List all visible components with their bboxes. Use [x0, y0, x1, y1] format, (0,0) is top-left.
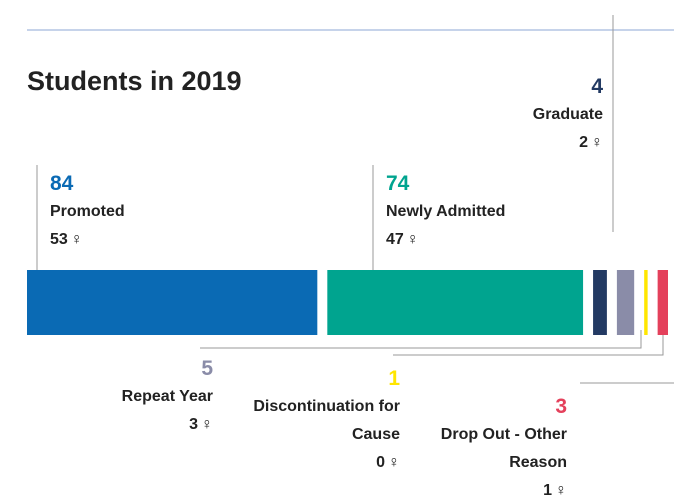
female-symbol: ♀: [555, 482, 567, 499]
female-value: 53: [50, 231, 68, 248]
female-symbol: ♀: [70, 231, 83, 248]
female-symbol: ♀: [406, 231, 419, 248]
value-label: 3: [555, 395, 567, 418]
value-label: 84: [50, 172, 74, 195]
leaders: [36, 15, 674, 384]
bar-segment: [593, 270, 607, 335]
female-count: 2 ♀: [453, 129, 603, 157]
bar-segment: [657, 270, 668, 335]
label: 1 Discontinuation for Cause 0 ♀: [240, 365, 400, 477]
category-label: Graduate: [532, 106, 603, 123]
label: 5 Repeat Year 3 ♀: [63, 355, 213, 439]
chart-title: Students in 2019: [27, 66, 242, 96]
female-count: 1 ♀: [417, 477, 567, 501]
female-count: 47 ♀: [386, 226, 606, 254]
female-value: 1: [543, 482, 552, 499]
female-value: 2: [579, 134, 588, 151]
bar-segment: [644, 270, 648, 335]
female-count: 0 ♀: [240, 449, 400, 477]
bar-segment: [616, 270, 635, 335]
label: 74 Newly Admitted 47 ♀: [386, 170, 606, 254]
female-count: 53 ♀: [50, 226, 250, 254]
female-symbol: ♀: [201, 416, 213, 433]
label: 84 Promoted 53 ♀: [50, 170, 250, 254]
label: 4 Graduate 2 ♀: [453, 73, 603, 157]
category-label: Repeat Year: [121, 388, 213, 405]
female-symbol: ♀: [591, 134, 603, 151]
label: 3 Drop Out - Other Reason 1 ♀: [417, 393, 567, 501]
category-label: Drop Out - Other Reason: [440, 426, 567, 471]
category-label: Promoted: [50, 203, 125, 220]
female-value: 47: [386, 231, 404, 248]
category-label: Newly Admitted: [386, 203, 506, 220]
value-label: 74: [386, 172, 410, 195]
female-symbol: ♀: [388, 454, 400, 471]
value-label: 1: [388, 367, 400, 390]
bar-segment: [327, 270, 584, 335]
leader: [200, 330, 642, 349]
female-value: 0: [376, 454, 385, 471]
value-label: 4: [591, 75, 603, 98]
female-value: 3: [189, 416, 198, 433]
category-label: Discontinuation for Cause: [253, 398, 400, 443]
bar-segment: [27, 270, 318, 335]
leader: [393, 330, 664, 356]
value-label: 5: [201, 357, 213, 380]
female-count: 3 ♀: [63, 411, 213, 439]
